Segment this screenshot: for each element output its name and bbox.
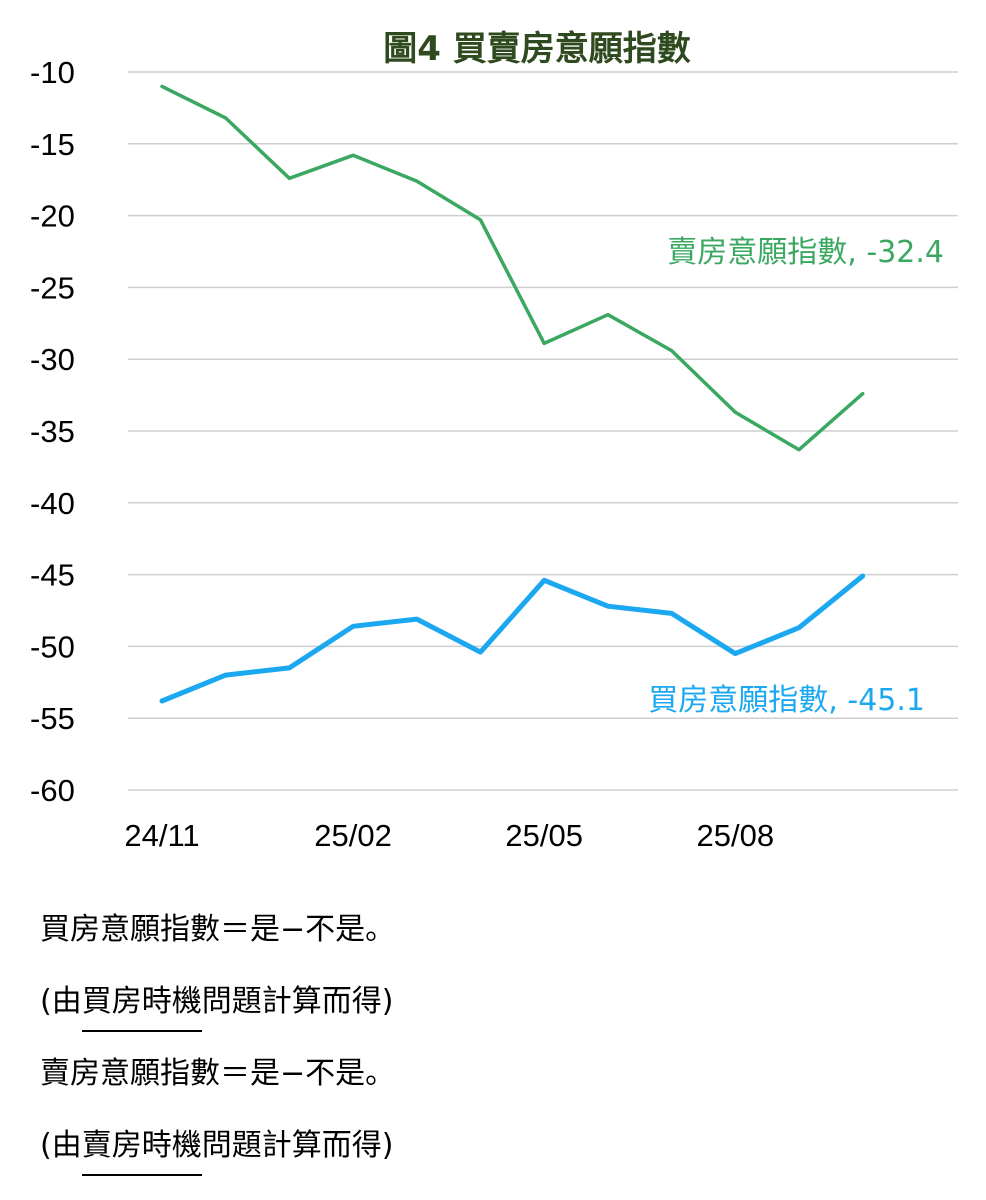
y-tick-label: -20 [30, 199, 75, 234]
y-axis-tick-labels: -10 -15 -20 -25 -30 -35 -40 -45 -50 -55 -60 [30, 55, 75, 808]
footnotes: 買房意願指數＝是−不是。 (由買房時機問題計算而得) 賣房意願指數＝是−不是。 … [40, 912, 940, 1200]
x-tick-label: 25/08 [697, 818, 775, 853]
x-tick-label: 25/02 [314, 818, 392, 853]
series-line [159, 573, 866, 704]
y-tick-label: -30 [30, 342, 75, 377]
buy-source-close: 問題計算而得) [201, 984, 394, 1019]
chart: 圖4 買賣房意願指數 -10 -15 -20 -25 -30 -35 -40 -45 -50 -5… [30, 29, 958, 853]
line-chart: 圖4 買賣房意願指數 -10 -15 -20 -25 -30 -35 -40 -45 -50 -5… [30, 29, 958, 853]
series-data-label: 賣房意願指數, -32.4 [667, 235, 944, 270]
gridlines [128, 71, 958, 791]
series-lines [159, 84, 866, 704]
y-tick-label: -45 [30, 558, 75, 593]
sell-index-definition: 賣房意願指數＝是−不是。 [40, 1056, 396, 1091]
x-tick-label: 24/11 [124, 818, 199, 853]
y-tick-label: -40 [30, 486, 75, 521]
buy-index-definition: 買房意願指數＝是−不是。 [40, 912, 396, 947]
series-line [160, 84, 865, 452]
x-tick-label: 25/05 [505, 818, 583, 853]
series-labels: 賣房意願指數, -32.4 買房意願指數, -45.1 [648, 235, 944, 718]
buy-source-topic: 買房時機 [81, 984, 202, 1032]
y-tick-label: -10 [30, 55, 75, 90]
buy-index-source: (由買房時機問題計算而得) [40, 984, 940, 1032]
sell-index-source: (由賣房時機問題計算而得) [40, 1128, 940, 1176]
series-data-label: 買房意願指數, -45.1 [648, 683, 925, 718]
y-tick-label: -55 [30, 701, 75, 736]
sell-source-close: 問題計算而得) [201, 1128, 394, 1163]
y-tick-label: -25 [30, 270, 75, 305]
y-tick-label: -50 [30, 629, 75, 664]
sell-source-topic: 賣房時機 [81, 1128, 202, 1176]
x-axis-tick-labels: 24/11 25/02 25/05 25/08 [124, 818, 774, 853]
chart-title: 圖4 買賣房意願指數 [383, 29, 691, 69]
sell-source-open: (由 [40, 1128, 82, 1163]
y-tick-label: -35 [30, 414, 75, 449]
y-tick-label: -15 [30, 127, 75, 162]
buy-source-open: (由 [40, 984, 82, 1019]
y-tick-label: -60 [30, 773, 75, 808]
